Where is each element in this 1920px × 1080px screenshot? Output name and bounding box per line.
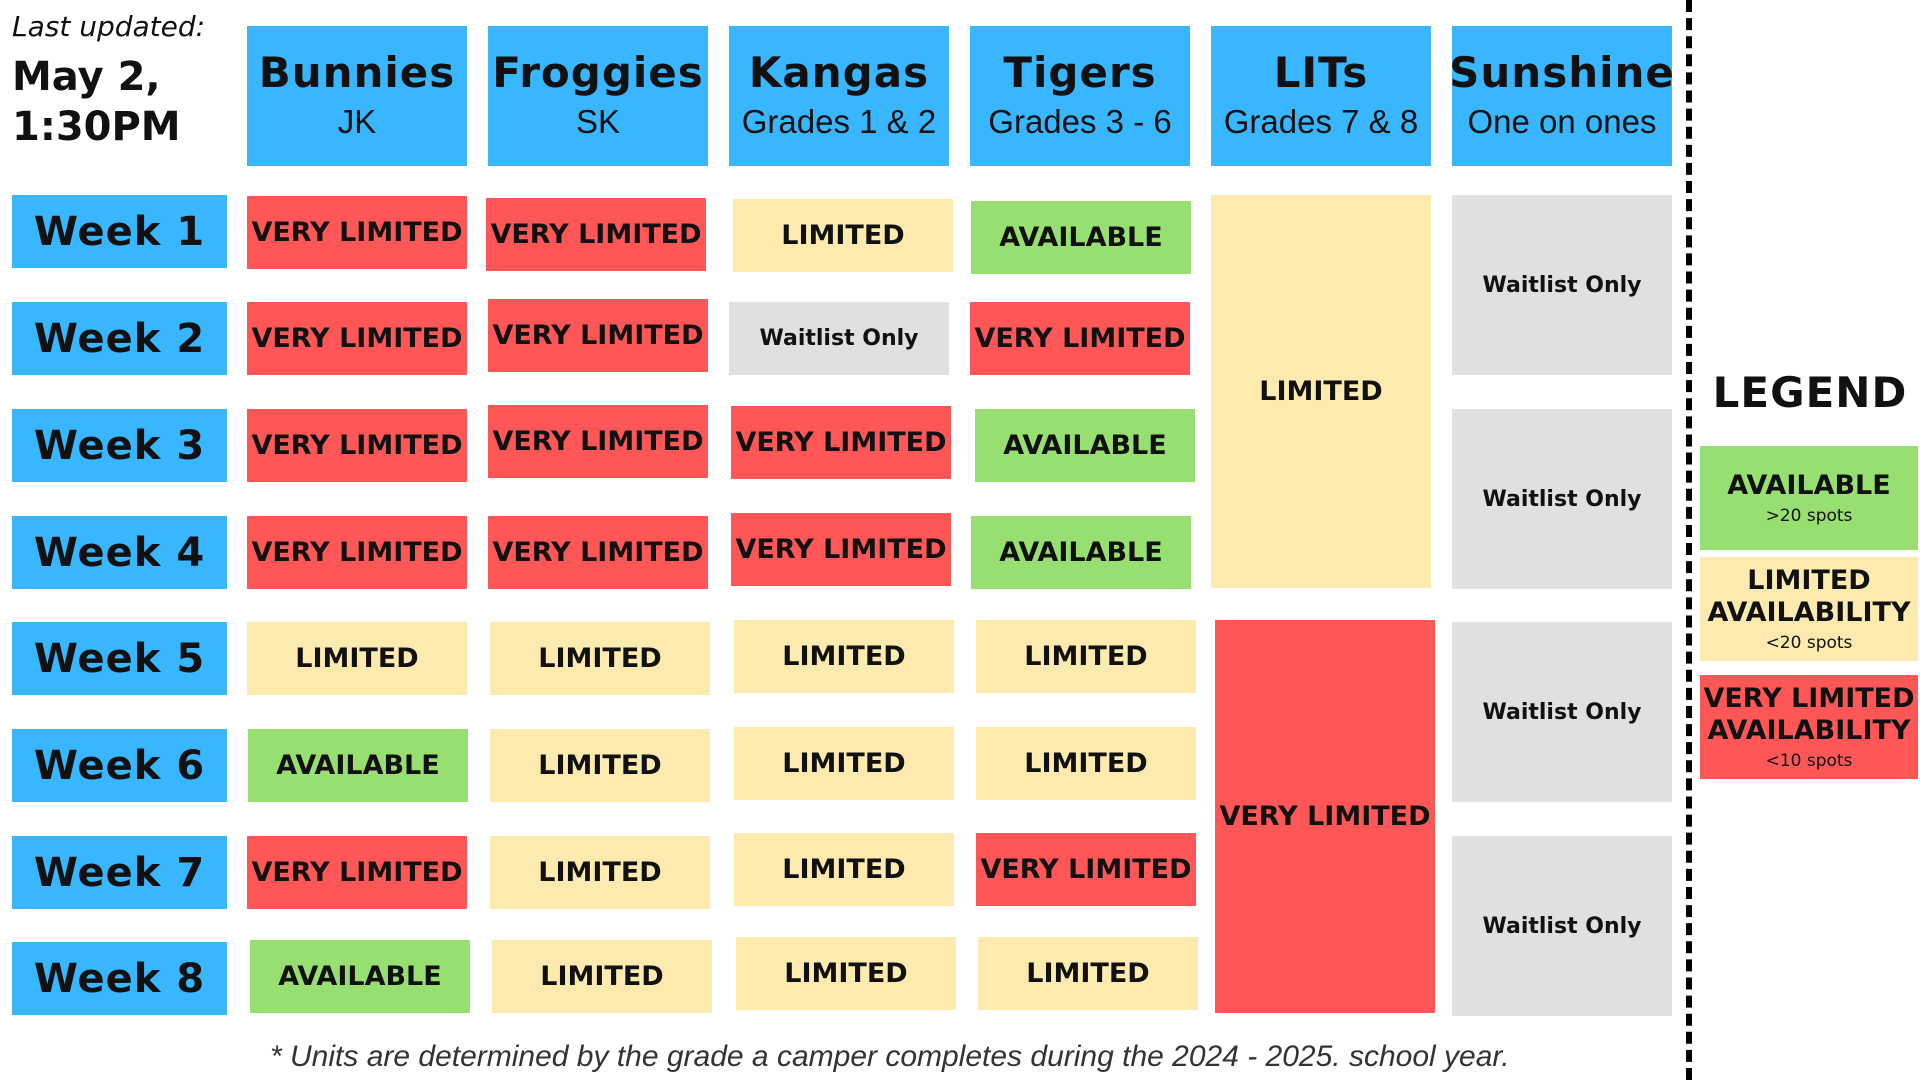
bunnies-week-2-status: VERY LIMITED	[247, 302, 467, 375]
kangas-week-6-status: LIMITED	[734, 727, 954, 800]
kangas-week-4-status: VERY LIMITED	[731, 513, 951, 586]
sunshine-weeks-7-8-status: Waitlist Only	[1452, 836, 1672, 1016]
tigers-week-3-status: AVAILABLE	[975, 409, 1195, 482]
legend-label: VERY LIMITED AVAILABILITY	[1703, 683, 1915, 746]
sunshine-weeks-3-4-status: Waitlist Only	[1452, 409, 1672, 589]
lits-weeks-1-4-status: LIMITED	[1211, 195, 1431, 588]
kangas-week-1-status: LIMITED	[733, 199, 953, 272]
bunnies-week-7-status: VERY LIMITED	[247, 836, 467, 909]
column-name: Sunshine	[1449, 48, 1675, 97]
lits-weeks-5-8-status: VERY LIMITED	[1215, 620, 1435, 1013]
froggies-week-5-status: LIMITED	[490, 622, 710, 695]
column-header-lits: LITs Grades 7 & 8	[1211, 26, 1431, 166]
tigers-week-1-status: AVAILABLE	[971, 201, 1191, 274]
tigers-week-5-status: LIMITED	[976, 620, 1196, 693]
kangas-week-5-status: LIMITED	[734, 620, 954, 693]
column-name: LITs	[1273, 48, 1369, 97]
bunnies-week-4-status: VERY LIMITED	[247, 516, 467, 589]
froggies-week-3-status: VERY LIMITED	[488, 405, 708, 478]
froggies-week-6-status: LIMITED	[490, 729, 710, 802]
column-header-kangas: Kangas Grades 1 & 2	[729, 26, 949, 166]
column-subtitle: SK	[575, 103, 621, 140]
bunnies-week-8-status: AVAILABLE	[250, 940, 470, 1013]
froggies-week-2-status: VERY LIMITED	[488, 299, 708, 372]
legend-label: LIMITED AVAILABILITY	[1707, 565, 1911, 628]
tigers-week-2-status: VERY LIMITED	[970, 302, 1190, 375]
column-subtitle: One on ones	[1467, 103, 1657, 140]
tigers-week-4-status: AVAILABLE	[971, 516, 1191, 589]
column-name: Tigers	[1003, 48, 1157, 97]
legend-note: <20 spots	[1765, 633, 1853, 653]
week-label-6: Week 6	[12, 729, 227, 802]
legend-item-limited: LIMITED AVAILABILITY <20 spots	[1700, 557, 1918, 661]
column-header-tigers: Tigers Grades 3 - 6	[970, 26, 1190, 166]
column-subtitle: JK	[337, 103, 377, 140]
week-label-7: Week 7	[12, 836, 227, 909]
column-header-sunshine: Sunshine One on ones	[1449, 26, 1675, 166]
legend-title: LEGEND	[1712, 368, 1908, 417]
legend-label: AVAILABLE	[1727, 470, 1891, 501]
week-label-3: Week 3	[12, 409, 227, 482]
sunshine-weeks-5-6-status: Waitlist Only	[1452, 622, 1672, 802]
last-updated-date: May 2, 1:30PM	[12, 54, 181, 150]
legend-note: >20 spots	[1765, 506, 1853, 526]
column-name: Bunnies	[258, 48, 456, 97]
last-updated-label: Last updated:	[12, 10, 206, 43]
week-label-2: Week 2	[12, 302, 227, 375]
column-name: Froggies	[492, 48, 704, 97]
column-subtitle: Grades 7 & 8	[1223, 103, 1419, 140]
legend-item-available: AVAILABLE >20 spots	[1700, 446, 1918, 550]
kangas-week-8-status: LIMITED	[736, 937, 956, 1010]
kangas-week-7-status: LIMITED	[734, 833, 954, 906]
week-label-5: Week 5	[12, 622, 227, 695]
froggies-week-4-status: VERY LIMITED	[488, 516, 708, 589]
legend-note: <10 spots	[1765, 751, 1853, 771]
column-header-froggies: Froggies SK	[488, 26, 708, 166]
footnote: * Units are determined by the grade a ca…	[270, 1040, 1510, 1073]
tigers-week-7-status: VERY LIMITED	[976, 833, 1196, 906]
froggies-week-8-status: LIMITED	[492, 940, 712, 1013]
kangas-week-3-status: VERY LIMITED	[731, 406, 951, 479]
bunnies-week-3-status: VERY LIMITED	[247, 409, 467, 482]
sunshine-weeks-1-2-status: Waitlist Only	[1452, 195, 1672, 375]
bunnies-week-5-status: LIMITED	[247, 622, 467, 695]
column-header-bunnies: Bunnies JK	[247, 26, 467, 166]
legend-item-very-limited: VERY LIMITED AVAILABILITY <10 spots	[1700, 675, 1918, 779]
tigers-week-6-status: LIMITED	[976, 727, 1196, 800]
week-label-8: Week 8	[12, 942, 227, 1015]
bunnies-week-1-status: VERY LIMITED	[247, 196, 467, 269]
legend-divider	[1686, 0, 1692, 1080]
froggies-week-1-status: VERY LIMITED	[486, 198, 706, 271]
column-subtitle: Grades 1 & 2	[741, 103, 937, 140]
column-name: Kangas	[748, 48, 930, 97]
bunnies-week-6-status: AVAILABLE	[248, 729, 468, 802]
kangas-week-2-status: Waitlist Only	[729, 302, 949, 375]
tigers-week-8-status: LIMITED	[978, 937, 1198, 1010]
week-label-4: Week 4	[12, 516, 227, 589]
froggies-week-7-status: LIMITED	[490, 836, 710, 909]
week-label-1: Week 1	[12, 195, 227, 268]
column-subtitle: Grades 3 - 6	[988, 103, 1172, 140]
